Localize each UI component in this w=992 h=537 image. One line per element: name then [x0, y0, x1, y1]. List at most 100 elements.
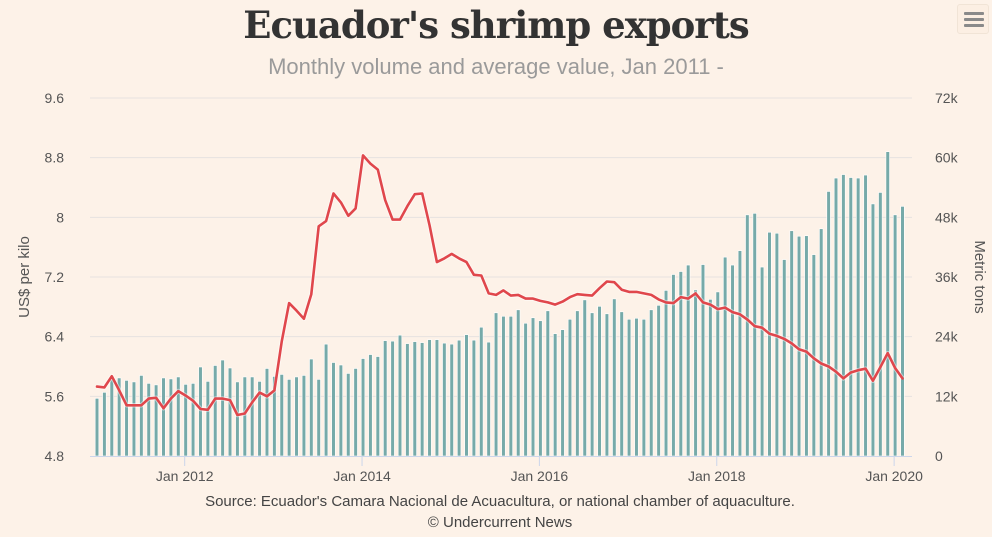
volume-bar [368, 354, 373, 457]
y-right-axis-title: Metric tons [971, 240, 988, 313]
menu-line [964, 18, 984, 21]
volume-bar [309, 358, 314, 457]
y-left-tick-label: 9.6 [45, 90, 65, 106]
volume-bar [220, 359, 225, 457]
volume-bar [759, 266, 765, 457]
volume-bar [863, 174, 868, 457]
volume-bar [397, 334, 403, 457]
volume-bar [131, 381, 137, 457]
volume-bar [360, 358, 366, 457]
x-tick-label: Jan 2016 [511, 468, 569, 484]
volume-bar [826, 191, 831, 457]
volume-bar [338, 364, 343, 457]
volume-bar [434, 339, 440, 457]
value-line-path [95, 154, 904, 417]
y-right-tick-label: 0 [935, 448, 943, 464]
volume-bar [878, 192, 883, 457]
x-tick-label: Jan 2020 [865, 468, 923, 484]
credit-note: © Undercurrent News [427, 514, 573, 531]
volume-bar [501, 315, 506, 457]
volume-bar [227, 367, 233, 457]
volume-bar [567, 318, 573, 457]
volume-bar [242, 376, 247, 457]
volume-bar [279, 374, 284, 457]
volume-bar [412, 341, 417, 457]
volume-bar [301, 375, 307, 457]
volume-bar [730, 264, 735, 457]
volume-bar [530, 317, 536, 457]
menu-line [964, 12, 984, 15]
volume-bar [663, 290, 669, 457]
volume-bar [870, 203, 876, 457]
volume-bar [479, 326, 484, 457]
volume-bar [893, 214, 898, 457]
volume-bar [94, 398, 100, 457]
volume-bar [723, 256, 728, 457]
volume-bar [294, 376, 299, 457]
volume-bar [346, 373, 351, 457]
volume-bar [287, 379, 292, 457]
volume-bar [213, 365, 218, 457]
volume-bar [848, 177, 853, 457]
volume-bar [626, 318, 632, 457]
volume-bar [767, 231, 772, 457]
volume-bar [205, 381, 210, 457]
volume-bar [656, 305, 661, 457]
volume-bar [161, 377, 166, 457]
volume-bar [442, 342, 447, 457]
volume-bar [323, 343, 329, 457]
volume-bar [752, 213, 757, 457]
volume-bar [146, 383, 151, 457]
volume-bar [590, 312, 595, 457]
volume-bar [493, 312, 499, 457]
volume-bar [900, 206, 905, 457]
volume-bar [331, 362, 336, 457]
volume-bar [885, 151, 890, 457]
volume-bar [538, 320, 543, 457]
volume-bar [250, 376, 255, 457]
volume-bar [619, 311, 624, 457]
volume-bar [715, 291, 720, 457]
volume-bar [464, 334, 469, 457]
source-note: Source: Ecuador's Camara Nacional de Acu… [205, 493, 795, 510]
value-line [95, 153, 905, 418]
y-right-tick-label: 24k [935, 329, 959, 345]
volume-bar [353, 368, 358, 457]
volume-bar [804, 235, 809, 457]
volume-bar [582, 299, 587, 457]
volume-bar [390, 340, 395, 457]
volume-bar [649, 309, 654, 457]
volume-bar [383, 340, 388, 457]
y-right-tick-label: 72k [935, 90, 959, 106]
y-right-tick-label: 60k [935, 150, 959, 166]
y-left-tick-label: 4.8 [45, 448, 65, 464]
volume-bar [316, 379, 321, 457]
y-left-tick-label: 5.6 [45, 388, 65, 404]
volume-bar [190, 383, 196, 457]
volume-bar [597, 306, 602, 457]
menu-line [964, 24, 984, 27]
volume-bar [856, 177, 861, 457]
hamburger-menu-icon[interactable] [957, 4, 989, 34]
y-right-tick-label: 36k [935, 269, 959, 285]
volume-bar [109, 379, 114, 457]
chart-subtitle: Monthly volume and average value, Jan 20… [268, 54, 724, 79]
volume-bar [198, 366, 203, 457]
y-left-tick-label: 8.8 [45, 150, 65, 166]
volume-bar [508, 315, 513, 457]
volume-bar [102, 392, 107, 457]
volume-bar [471, 339, 476, 457]
volume-bar [449, 343, 454, 457]
volume-bar [545, 310, 550, 457]
volume-bar [774, 232, 779, 457]
y-right-tick-label: 48k [935, 209, 959, 225]
volume-bar [693, 289, 698, 457]
volume-bar [264, 368, 270, 457]
volume-bar [612, 298, 617, 457]
volume-bar [523, 322, 528, 457]
volume-bar [745, 214, 750, 457]
y-left-axis-title: US$ per kilo [16, 236, 33, 318]
gridlines [90, 97, 912, 397]
value-line-halo [96, 153, 905, 418]
